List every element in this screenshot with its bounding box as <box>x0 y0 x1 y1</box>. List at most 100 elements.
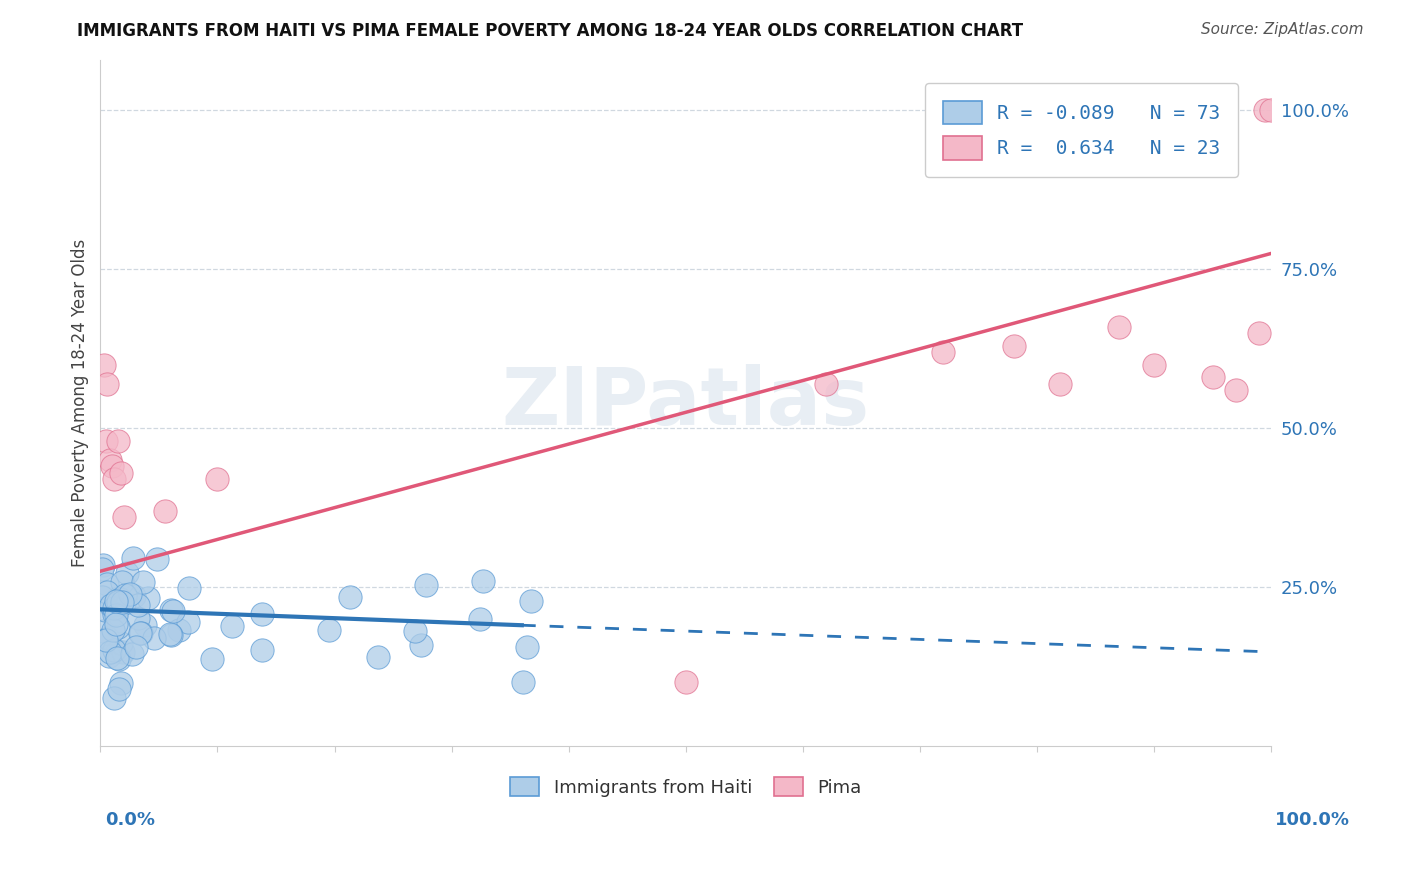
Point <box>470 612 492 626</box>
Point <box>159 628 181 642</box>
Point <box>96 584 118 599</box>
Point <box>98 645 121 659</box>
Point <box>167 623 190 637</box>
Point <box>111 595 134 609</box>
Point <box>107 594 129 608</box>
Point <box>415 578 437 592</box>
Point <box>177 615 200 629</box>
Y-axis label: Female Poverty Among 18-24 Year Olds: Female Poverty Among 18-24 Year Olds <box>72 239 89 567</box>
Point <box>122 589 145 603</box>
Point <box>112 596 135 610</box>
Point <box>132 574 155 589</box>
Point <box>110 466 132 480</box>
Text: ZIPatlas: ZIPatlas <box>502 364 870 442</box>
Point <box>121 647 143 661</box>
Point <box>409 638 432 652</box>
Point <box>97 632 120 646</box>
Point <box>1254 103 1277 118</box>
Point <box>107 434 129 448</box>
Point <box>111 645 134 659</box>
Point <box>815 376 838 391</box>
Point <box>512 675 534 690</box>
Point <box>108 682 131 697</box>
Point <box>96 632 118 647</box>
Point <box>101 624 124 638</box>
Point <box>127 599 149 613</box>
Point <box>1002 338 1025 352</box>
Point <box>339 591 361 605</box>
Point <box>142 631 165 645</box>
Point <box>318 624 340 638</box>
Point <box>107 620 129 634</box>
Point <box>105 594 128 608</box>
Point <box>207 472 229 486</box>
Point <box>108 651 131 665</box>
Text: 0.0%: 0.0% <box>105 811 156 829</box>
Point <box>103 643 125 657</box>
Point <box>105 643 128 657</box>
Point <box>100 598 122 612</box>
Point <box>107 591 129 605</box>
Point <box>90 590 112 604</box>
Point <box>221 619 243 633</box>
Point <box>134 618 156 632</box>
Point <box>91 624 114 639</box>
Point <box>110 675 132 690</box>
Point <box>129 625 152 640</box>
Point <box>103 600 125 615</box>
Point <box>91 558 114 572</box>
Point <box>250 607 273 621</box>
Point <box>98 453 121 467</box>
Point <box>93 602 115 616</box>
Point <box>250 642 273 657</box>
Point <box>1249 326 1271 340</box>
Point <box>129 626 152 640</box>
Legend: Immigrants from Haiti, Pima: Immigrants from Haiti, Pima <box>501 768 870 805</box>
Point <box>121 551 143 566</box>
Point <box>520 594 543 608</box>
Point <box>118 586 141 600</box>
Point <box>98 599 121 613</box>
Point <box>96 434 118 448</box>
Point <box>125 640 148 654</box>
Point <box>1225 383 1247 397</box>
Point <box>932 345 955 359</box>
Point <box>162 604 184 618</box>
Point <box>516 640 538 654</box>
Point <box>675 675 697 690</box>
Point <box>93 358 115 372</box>
Point <box>1201 370 1223 384</box>
Point <box>110 635 132 649</box>
Point <box>108 592 131 607</box>
Point <box>96 577 118 591</box>
Point <box>201 652 224 666</box>
Point <box>111 575 134 590</box>
Point <box>159 603 181 617</box>
Point <box>105 651 128 665</box>
Point <box>404 624 426 639</box>
Point <box>104 608 127 623</box>
Point <box>146 552 169 566</box>
Point <box>159 626 181 640</box>
Point <box>114 588 136 602</box>
Text: Source: ZipAtlas.com: Source: ZipAtlas.com <box>1201 22 1364 37</box>
Point <box>96 376 118 391</box>
Point <box>472 574 495 589</box>
Point <box>1108 319 1130 334</box>
Point <box>91 562 114 576</box>
Text: IMMIGRANTS FROM HAITI VS PIMA FEMALE POVERTY AMONG 18-24 YEAR OLDS CORRELATION C: IMMIGRANTS FROM HAITI VS PIMA FEMALE POV… <box>77 22 1024 40</box>
Point <box>103 691 125 706</box>
Point <box>136 591 159 606</box>
Point <box>115 566 138 580</box>
Point <box>1049 376 1071 391</box>
Text: 100.0%: 100.0% <box>1275 811 1350 829</box>
Point <box>105 617 128 632</box>
Point <box>101 459 124 474</box>
Point <box>103 607 125 622</box>
Point <box>103 472 125 486</box>
Point <box>127 611 149 625</box>
Point <box>153 504 176 518</box>
Point <box>98 649 121 664</box>
Point <box>1260 103 1282 118</box>
Point <box>367 650 389 665</box>
